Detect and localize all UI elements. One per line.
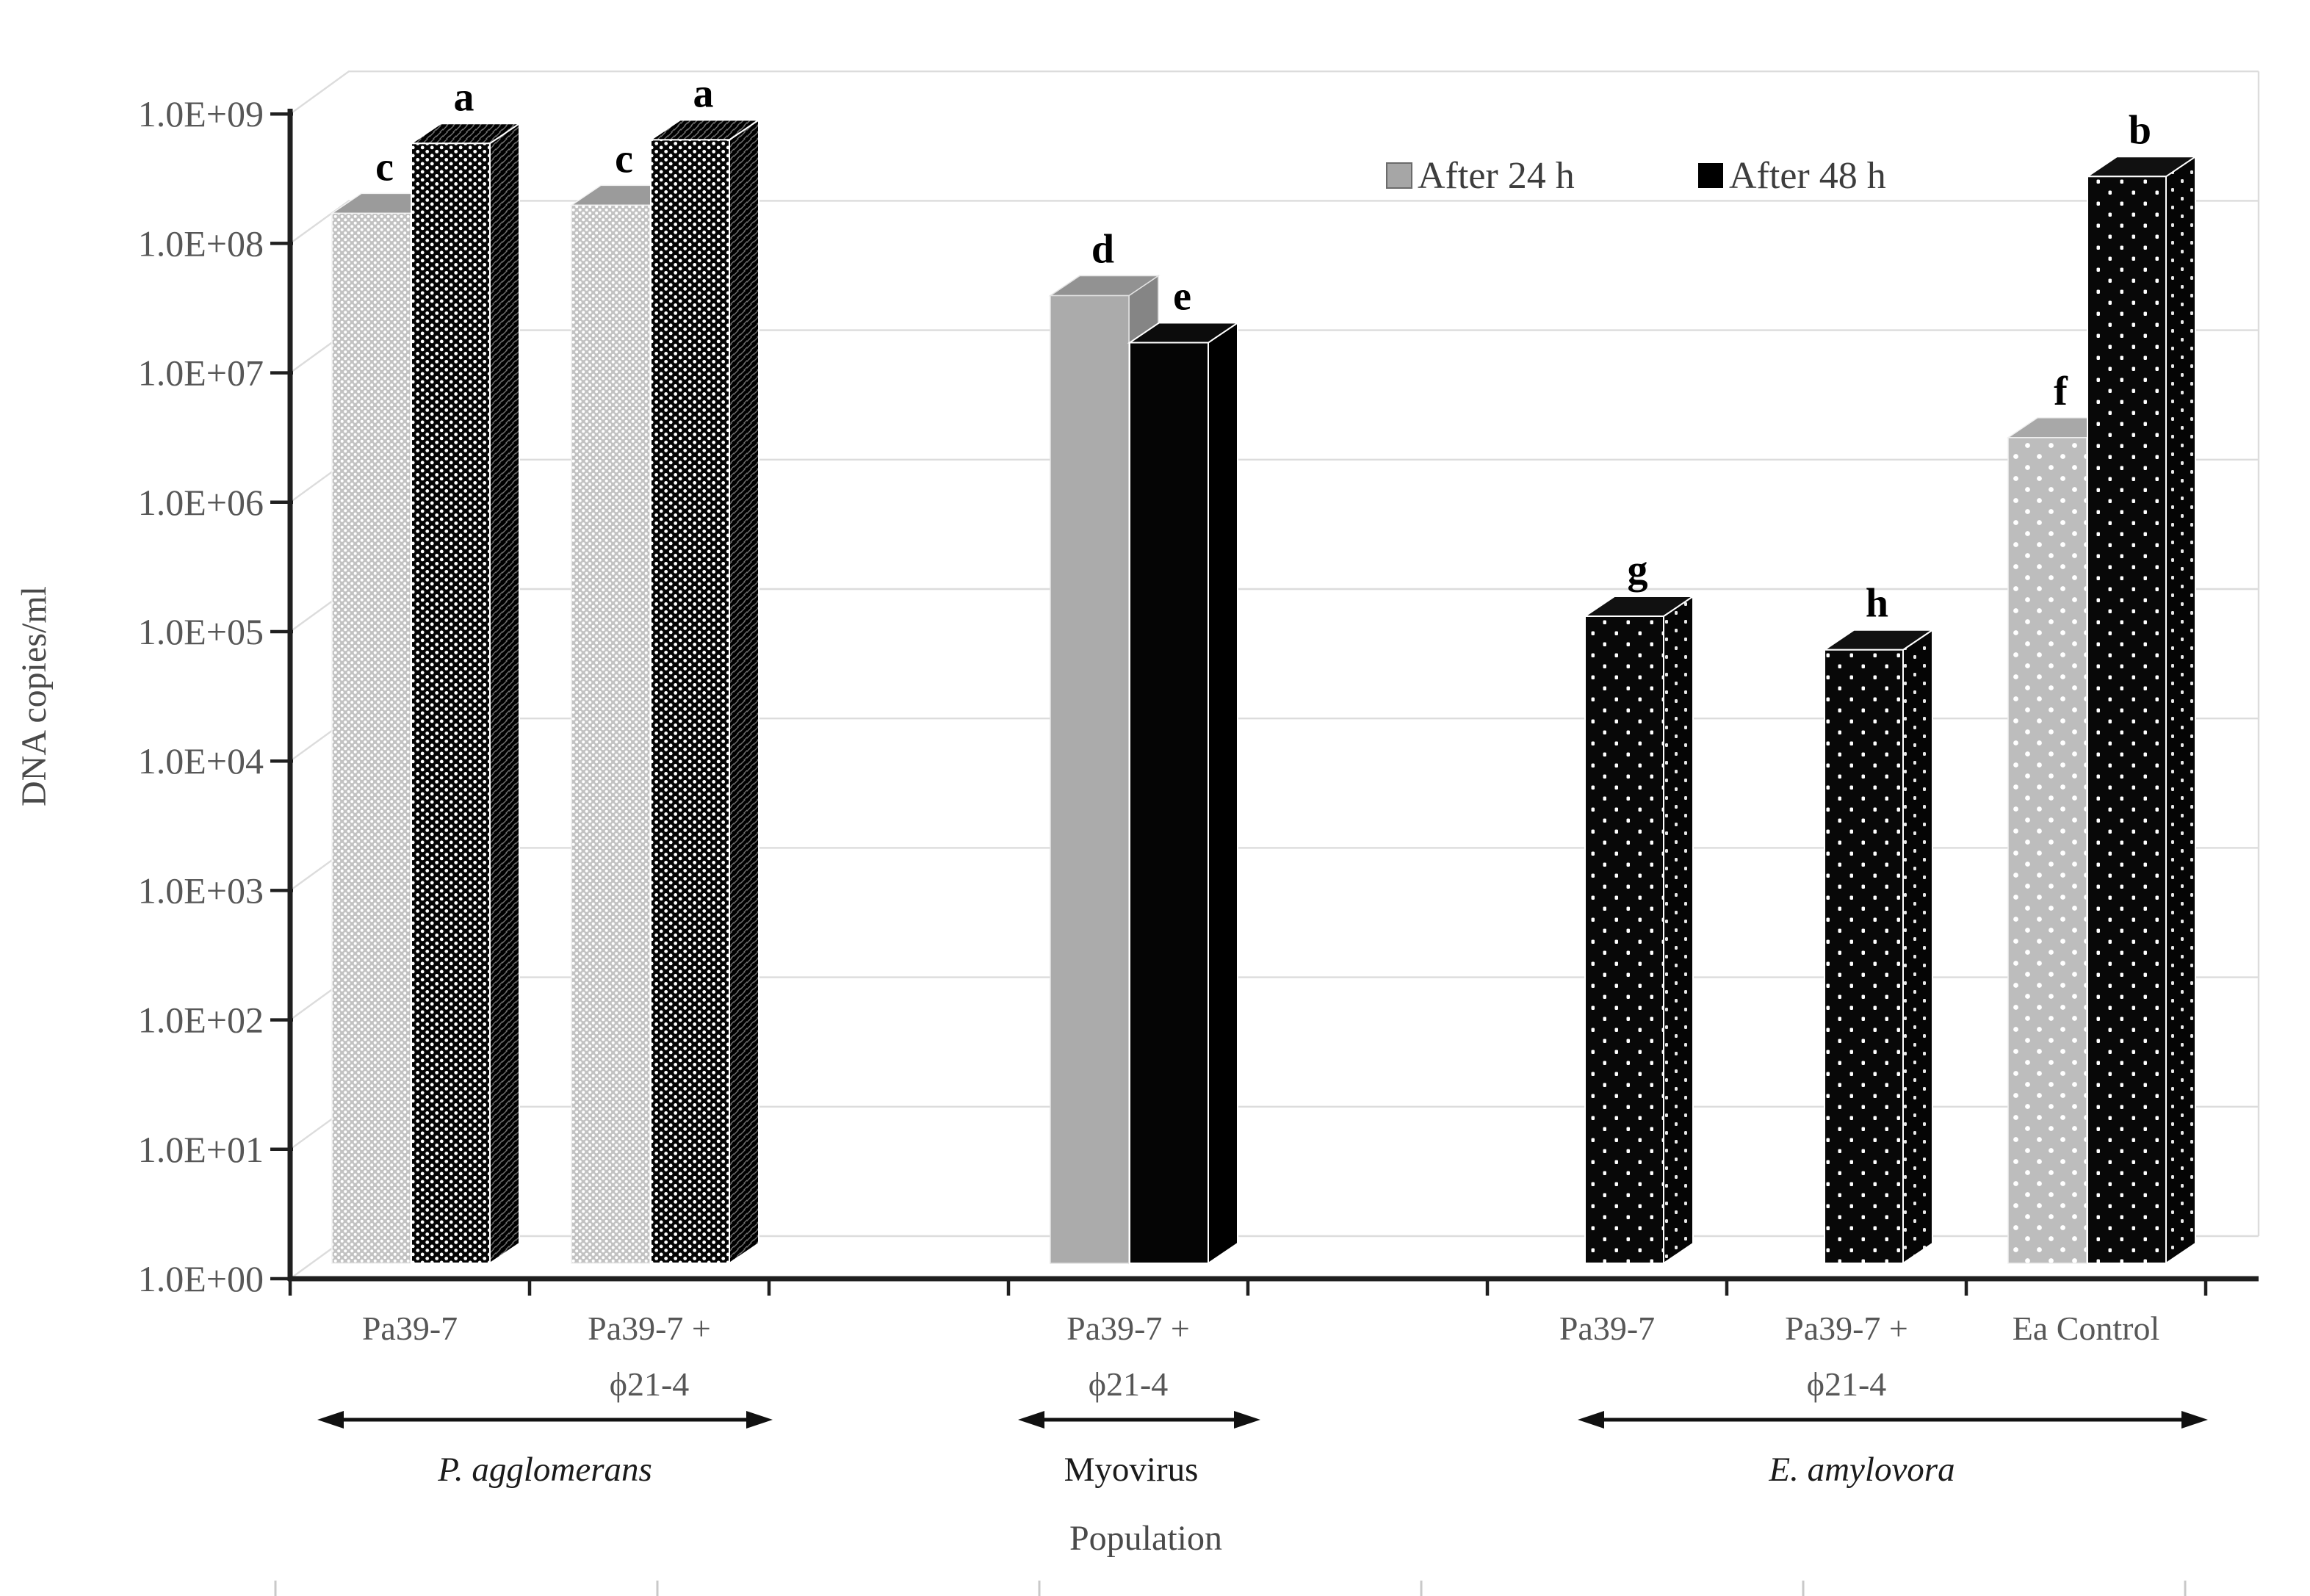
y-axis-tick-label: 1.0E+04 — [138, 740, 264, 781]
bar: a — [648, 71, 762, 1265]
bar-front-face — [1050, 295, 1130, 1264]
grid-line — [289, 71, 2259, 115]
bar-front-face — [411, 142, 491, 1264]
y-axis-tick-label: 1.0E+07 — [138, 353, 264, 394]
group-range-arrow — [1018, 1411, 1260, 1429]
x-category-label: Ea Control — [2013, 1310, 2160, 1347]
bar-letter: b — [2129, 107, 2151, 153]
x-category-label: Pa39-7 + — [588, 1310, 711, 1347]
labels-layer: 1.0E+09 1.0E+08 1.0E+07 1.0E+06 1.0E+05 1.0E+… — [15, 93, 2208, 1558]
bar-side-face — [489, 122, 520, 1265]
legend-label: After 48 h — [1729, 155, 1886, 197]
bar-letter: a — [454, 74, 474, 120]
bar-front-face — [1824, 649, 1904, 1264]
bar-front-face — [1584, 615, 1664, 1264]
bar-letter: c — [375, 144, 394, 189]
bars-layer: c a c a d e g h f b — [330, 71, 2198, 1265]
bar-front-face — [650, 139, 730, 1265]
group-range-arrow — [1578, 1411, 2208, 1429]
x-category-label: Pa39-7 — [1559, 1310, 1655, 1347]
bar-side-face — [1902, 628, 1933, 1265]
bar-front-face — [2007, 437, 2087, 1264]
bar: h — [1822, 581, 1935, 1265]
bar-letter: c — [615, 136, 633, 181]
x-category-label: ϕ21-4 — [1807, 1365, 1887, 1403]
y-axis-tick-label: 1.0E+01 — [138, 1129, 264, 1170]
x-category-label: ϕ21-4 — [1089, 1365, 1169, 1403]
y-axis-tick-label: 1.0E+05 — [138, 611, 264, 652]
bar-letter: a — [693, 71, 714, 116]
y-axis-tick-label: 1.0E+03 — [138, 870, 264, 911]
bar: g — [1582, 547, 1696, 1265]
grid-line — [289, 200, 2259, 245]
bar-front-face — [2087, 176, 2167, 1265]
legend-swatch-after-24h — [1386, 162, 1412, 189]
group-label: E. amylovora — [1768, 1451, 1955, 1489]
bar-front-face — [1129, 342, 1209, 1264]
y-axis-tick-label: 1.0E+08 — [138, 223, 264, 264]
bar: a — [408, 74, 522, 1265]
axes-layer — [270, 109, 2259, 1596]
y-axis-tick-label: 1.0E+06 — [138, 482, 264, 523]
bar-side-face — [1208, 321, 1238, 1265]
group-range-arrow — [317, 1411, 773, 1429]
legend-label: After 24 h — [1418, 155, 1575, 197]
group-label: Myovirus — [1064, 1451, 1199, 1489]
group-label: P. agglomerans — [437, 1451, 652, 1489]
legend-swatch-after-48h — [1698, 163, 1723, 188]
x-category-label: Pa39-7 — [362, 1310, 458, 1347]
bar-letter: g — [1628, 547, 1648, 593]
y-axis-tick-label: 1.0E+00 — [138, 1258, 264, 1299]
bar-front-face — [331, 212, 411, 1264]
bar-letter: f — [2054, 369, 2068, 414]
bar-front-face — [571, 204, 651, 1264]
bar-side-face — [2165, 155, 2196, 1265]
y-axis-tick-label: 1.0E+09 — [138, 93, 264, 134]
y-axis-title: DNA copies/ml — [15, 586, 54, 806]
x-category-label: ϕ21-4 — [610, 1365, 690, 1403]
bar-letter: h — [1866, 581, 1888, 627]
bar: e — [1127, 274, 1241, 1265]
bar-letter: d — [1091, 227, 1114, 272]
y-axis-tick-label: 1.0E+02 — [138, 1000, 264, 1041]
bar-letter: e — [1173, 274, 1191, 319]
x-category-label: Pa39-7 + — [1066, 1310, 1190, 1347]
x-category-label: Pa39-7 + — [1785, 1310, 1908, 1347]
bar: b — [2085, 107, 2198, 1265]
bar-side-face — [729, 118, 759, 1265]
legend: After 24 h After 48 h — [1386, 155, 1886, 197]
x-axis-title: Population — [1069, 1519, 1222, 1558]
bar-side-face — [1663, 595, 1694, 1265]
